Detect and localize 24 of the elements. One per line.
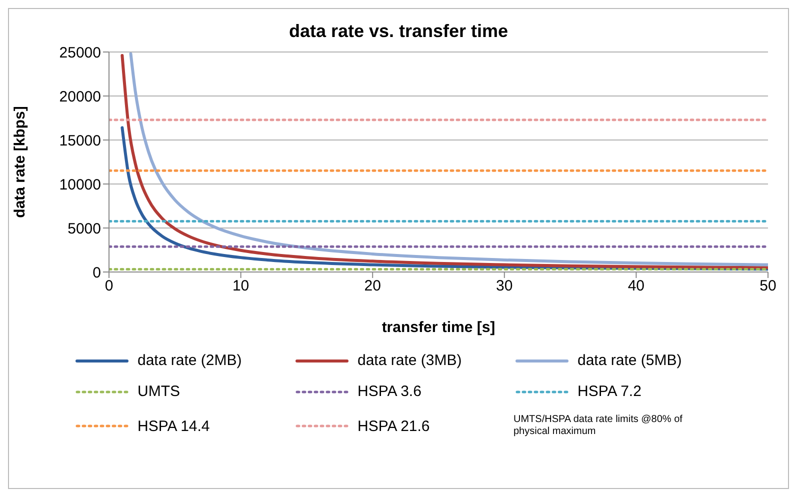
- text: UMTS/HSPA data rate limits @80% of physical maximum: [514, 414, 684, 438]
- x-tick-label: 50: [760, 278, 776, 295]
- y-tick-label: 20000: [59, 88, 101, 106]
- y-tick-label: 25000: [59, 44, 101, 62]
- legend-label: HSPA 14.4: [138, 418, 210, 434]
- x-tick-label: 10: [232, 278, 250, 295]
- y-tick-label: 15000: [59, 132, 101, 150]
- x-tick-label: 30: [496, 278, 513, 295]
- y-tick-label: 0: [92, 264, 101, 282]
- x-tick-label: 0: [104, 278, 114, 295]
- y-tick-label: 10000: [59, 176, 101, 194]
- x-axis-title: transfer time [s]: [382, 319, 496, 336]
- x-tick-label: 20: [364, 278, 381, 295]
- legend-label: HSPA 7.2: [578, 383, 642, 400]
- y-axis-title: data rate [kbps]: [11, 106, 28, 218]
- y-tick-label: 5000: [68, 220, 101, 238]
- legend-label: HSPA 3.6: [358, 383, 422, 400]
- legend-label: HSPA 21.6: [358, 418, 430, 434]
- chart-title: data rate vs. transfer time: [288, 21, 510, 42]
- legend-label: data rate (3MB): [358, 352, 462, 369]
- legend-label: data rate (5MB): [578, 352, 682, 369]
- legend-label: data rate (2MB): [138, 352, 242, 369]
- legend-label: UMTS: [138, 383, 180, 400]
- x-tick-label: 40: [628, 278, 645, 295]
